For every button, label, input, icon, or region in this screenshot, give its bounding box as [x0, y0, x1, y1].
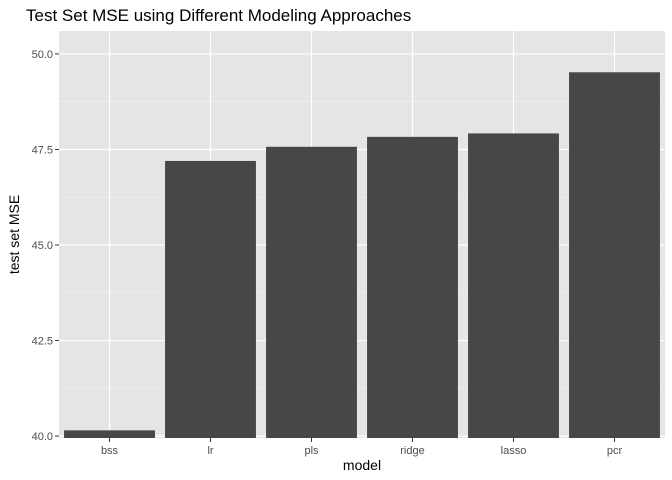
minor-gridlines — [59, 101, 665, 389]
x-tick-label: pcr — [607, 445, 623, 457]
x-axis-title: model — [343, 457, 381, 473]
bar-ridge — [367, 136, 458, 438]
y-tick-label: 42.5 — [32, 336, 53, 348]
y-axis-title: test set MSE — [6, 195, 22, 274]
y-tick-label: 47.5 — [32, 144, 53, 156]
bars — [64, 72, 660, 439]
plot-panel — [59, 31, 665, 438]
bar-lasso — [468, 133, 559, 439]
y-axis-ticks: 40.0 42.5 45.0 47.5 50.0 — [32, 49, 59, 443]
bar-bss — [64, 430, 155, 438]
y-tick-label: 45.0 — [32, 240, 53, 252]
y-tick-label: 50.0 — [32, 49, 53, 61]
y-tick-label: 40.0 — [32, 431, 53, 443]
x-tick-label: bss — [101, 445, 119, 457]
x-tick-label: ridge — [400, 445, 424, 457]
bar-pcr — [569, 72, 660, 438]
chart-title: Test Set MSE using Different Modeling Ap… — [26, 6, 411, 25]
x-tick-label: lr — [207, 445, 213, 457]
x-tick-label: pls — [304, 445, 319, 457]
bar-lr — [165, 160, 256, 438]
bar-pls — [266, 146, 357, 438]
x-tick-label: lasso — [501, 445, 527, 457]
x-axis-ticks: bss lr pls ridge lasso pcr — [101, 438, 623, 457]
